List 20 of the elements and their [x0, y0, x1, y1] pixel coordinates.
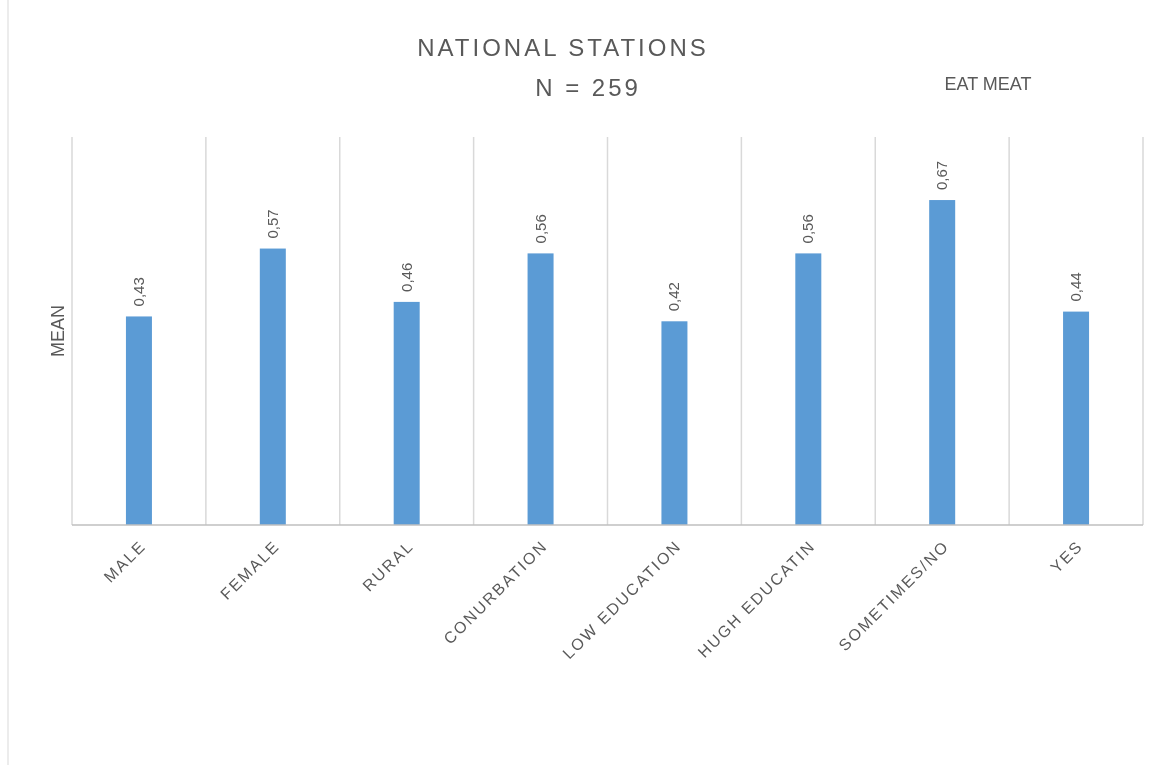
bar	[259, 248, 286, 525]
bar	[661, 321, 688, 525]
chart-subtitle: N = 259	[535, 74, 641, 101]
bar	[125, 316, 152, 525]
data-label: 0,43	[129, 277, 147, 307]
data-label: 0,57	[263, 209, 281, 239]
bar	[929, 200, 956, 525]
bar	[527, 253, 554, 525]
data-label: 0,46	[397, 262, 415, 292]
data-label: 0,42	[665, 282, 683, 312]
data-label: 0,44	[1067, 272, 1085, 302]
bar	[393, 301, 420, 525]
data-label: 0,56	[799, 214, 817, 244]
data-label: 0,67	[933, 160, 951, 191]
bar	[1063, 311, 1090, 525]
data-label: 0,56	[531, 214, 549, 244]
bar	[795, 253, 822, 525]
chart-title: NATIONAL STATIONS	[417, 34, 709, 61]
text: EAT MEAT	[944, 74, 1032, 94]
y-axis-title: MEAN	[48, 304, 68, 358]
